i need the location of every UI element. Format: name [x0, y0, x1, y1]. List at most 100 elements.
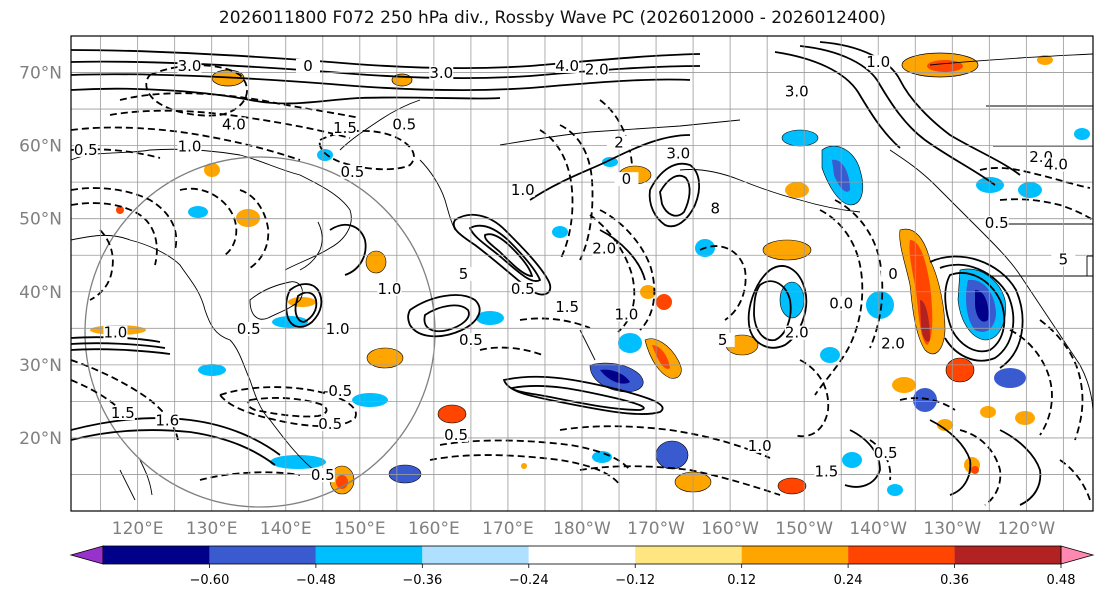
shading-patch	[927, 60, 963, 72]
lat-tick-label: 20°N	[19, 429, 62, 449]
shading-patch	[866, 291, 894, 319]
colorbar-bin	[528, 546, 636, 564]
contour-label-bg	[614, 172, 639, 187]
contour-label: 0.5	[444, 426, 468, 444]
lat-tick-label: 50°N	[19, 210, 62, 230]
lon-tick-label: 170°E	[482, 519, 534, 539]
colorbar-bin	[741, 546, 849, 564]
contour-label-bg	[318, 416, 343, 431]
contour-label-bg	[236, 321, 261, 336]
contour-label: 5	[718, 331, 728, 349]
shading-patch	[270, 455, 326, 469]
contour-label-bg	[429, 66, 454, 81]
contour-label: 1.0	[511, 181, 535, 199]
colorbar-bin	[635, 546, 742, 564]
contour-label-bg	[155, 413, 180, 428]
contour-label-bg	[103, 325, 128, 340]
contour-label: 1.0	[178, 137, 202, 155]
contour-label-bg	[392, 117, 417, 132]
lon-tick-label: 170°W	[627, 519, 685, 539]
contour-label-bg	[451, 267, 476, 282]
contour-label: 1.5	[111, 404, 135, 422]
colorbar-tick-label: 0.36	[940, 573, 969, 588]
contour-label-bg	[784, 325, 809, 340]
colorbar-extend-min	[69, 545, 104, 565]
contour-labels: 0 3.0 3.0 4.0 2.0 1.0 3.0 4.0 1.5 0.5 1.0 0.5 0.5 3.0…	[73, 53, 1076, 484]
contour-label: 2	[614, 134, 624, 152]
lon-tick-label: 150°W	[775, 519, 833, 539]
contour-label: 3.0	[429, 64, 453, 82]
contour-label: 2.0	[585, 61, 609, 79]
contour-label-bg	[614, 307, 639, 322]
colorbar-tick-label: −0.12	[615, 573, 655, 588]
contour-label: 0.5	[985, 214, 1009, 232]
contour-label: 1.0	[866, 53, 890, 71]
contour-label: 0	[888, 265, 898, 283]
contour-label-bg	[555, 58, 580, 73]
lat-tick-label: 70°N	[19, 64, 62, 84]
colorbar-bin	[315, 546, 423, 564]
contour-label-bg	[710, 332, 735, 347]
contour-label-bg	[310, 468, 335, 483]
colorbar-tick-label: −0.36	[402, 573, 442, 588]
shading-patch	[600, 369, 630, 384]
contour-label-bg	[340, 164, 365, 179]
shading-patch	[618, 333, 642, 353]
shading-patch	[781, 129, 819, 147]
shading-patch	[945, 357, 975, 383]
contour-label-bg	[377, 281, 402, 296]
colorbar-tick-label: 0.24	[834, 573, 863, 588]
contour-label-bg	[333, 121, 358, 135]
shading-patch	[592, 451, 612, 463]
shading-patch	[1074, 128, 1090, 140]
lon-tick-label: 140°E	[260, 519, 312, 539]
shading-patch	[842, 452, 862, 468]
contour-label: 5	[1059, 251, 1069, 269]
colorbar-tick-label: −0.24	[509, 573, 549, 588]
shading-patch	[887, 484, 903, 496]
contour-label: 0.5	[511, 280, 535, 298]
shading-patch	[552, 226, 568, 238]
contour-label: 1.0	[615, 305, 639, 323]
contour-label-bg	[325, 321, 350, 336]
shading-patch	[785, 182, 809, 198]
shading-patch	[602, 157, 618, 167]
contour-label-bg	[325, 384, 350, 399]
contour-label: 2.0	[881, 335, 905, 353]
shading-patch	[655, 440, 689, 470]
contour-label: 3.0	[785, 82, 809, 100]
contour-label-bg	[873, 446, 898, 461]
shading-patch	[975, 290, 989, 322]
contour-label: 0.5	[459, 331, 483, 349]
contour-label-bg	[881, 336, 906, 351]
lon-tick-label: 120°W	[997, 519, 1055, 539]
lon-tick-label: 160°E	[408, 519, 460, 539]
contour-label: 4.0	[222, 115, 246, 133]
contour-label: 1.5	[555, 298, 579, 316]
shading-patch	[777, 477, 807, 495]
contour-label-bg	[295, 58, 320, 73]
contour-label: 3.0	[666, 145, 690, 163]
contour-label-bg	[73, 142, 98, 157]
contour-label-bg	[177, 58, 202, 73]
shading-patch	[352, 393, 388, 407]
contour-label: 0.5	[74, 141, 98, 159]
shading-patch	[437, 404, 467, 424]
lat-tick-label: 30°N	[19, 356, 62, 376]
contour-label: 2.0	[592, 240, 616, 258]
contour-label-bg	[814, 464, 839, 479]
contour-label-bg	[747, 438, 772, 453]
shading-patch	[317, 149, 333, 161]
shading-patch	[656, 294, 672, 310]
colorbar-bin	[209, 546, 316, 564]
contour-label-bg	[607, 135, 632, 150]
contour-label: 0	[622, 170, 632, 188]
contour-label: 5	[459, 265, 469, 283]
contour-label: 1.6	[155, 411, 179, 429]
shading-patch	[521, 463, 527, 469]
contour-label: -0.5	[323, 382, 352, 400]
contour-label-bg	[458, 332, 483, 347]
contour-label-bg	[221, 117, 246, 132]
colorbar-frame	[102, 545, 1062, 565]
